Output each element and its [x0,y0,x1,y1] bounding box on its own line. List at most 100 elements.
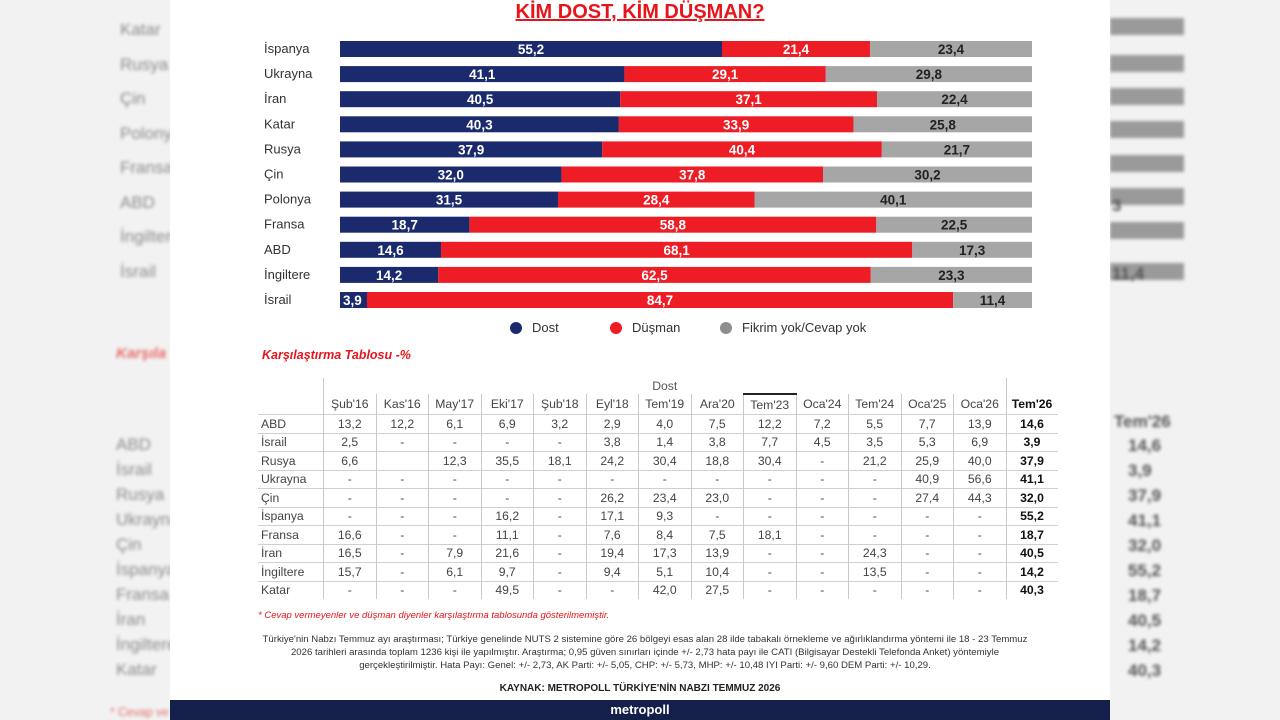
table-cell: - [953,543,1006,563]
table-cell: 15,7 [323,562,376,581]
blurred-bar [1110,188,1184,205]
table-cell: - [533,543,586,563]
table-cell: - [323,469,376,489]
table-row: İspanya - - -16,2-17,1 9,3- - - - - -55,2 [258,506,1058,526]
bar-category-label: İsrail [264,292,292,307]
table-cell: 9,7 [480,562,534,581]
methodology-text: Türkiye'nin Nabzı Temmuz ayı araştırması… [262,634,1028,671]
comparison-title: Karşılaştırma Tablosu -% [262,348,411,362]
table-cell: 40,0 [953,451,1006,470]
table-cell: 6,9 [480,414,534,433]
table-row-label: Ukrayna [258,469,324,489]
bar-category-label: Ukrayna [264,66,313,81]
bar-data-label: 33,9 [723,117,749,132]
table-cell: - [795,562,849,581]
table-cell: - [900,543,954,563]
table-cell: 12,2 [375,414,429,433]
table-cell: - [795,580,849,599]
table-column-header: Oca'26 [953,394,1006,415]
table-cell: 5,3 [900,432,954,452]
table-cell: - [743,562,796,581]
bar-data-label: 37,1 [735,92,762,107]
bar-category-label: Çin [264,167,284,182]
table-cell: - [375,432,429,452]
table-cell: 4,0 [638,414,691,433]
table-cell: - [953,506,1006,526]
table-cell: 32,0 [1005,488,1058,507]
bar-segment [438,266,871,283]
table-cell: 10,4 [690,562,744,581]
table-cell: 4,5 [795,432,849,452]
table-row-label: İsrail [258,432,324,452]
table-cell: - [428,525,481,544]
table-cell: 16,2 [480,506,534,526]
table-cell: 5,1 [638,562,691,581]
table-cell: 7,7 [743,432,796,452]
table-cell: 2,5 [323,432,376,452]
bar-category-label: Katar [264,116,296,131]
blurred-table-value: 18,7 [1128,586,1162,605]
bar-segment [853,116,1032,133]
blurred-bar [1110,88,1184,105]
blurred-table-value: 14,2 [1128,636,1162,655]
table-cell: 7,5 [690,525,744,544]
blurred-table-label: Rusya [116,485,165,504]
table-cell: - [953,525,1006,544]
blurred-table-value: 37,9 [1128,486,1162,505]
table-row-label: Çin [258,488,324,507]
blurred-table-label: İspanya [116,560,170,579]
bar-data-label: 40,3 [466,117,493,132]
table-cell: - [323,488,376,507]
table-cell: 55,2 [1005,506,1058,526]
table-cell: - [900,506,954,526]
legend-dot-dusman [610,321,622,334]
table-header-row: Şub'16 Kas'16 May'17 Eki'17 Şub'18 Eyl'18 Tem'… [258,393,1058,415]
table-cell: - [743,488,796,507]
bar-segment [620,91,877,108]
table-cell: 18,8 [690,451,744,470]
bar-data-label: 22,4 [941,92,968,107]
table-row: İngiltere 15,7-6,1 9,7-9,4 5,1 10,4- -13,5- -1… [258,562,1058,581]
table-cell: - [428,580,481,599]
footnote: * Cevap vermeyenler ve düşman diyenler k… [258,610,610,621]
table-cell: - [428,488,481,507]
table-cell: - [795,469,849,489]
table-column-header: Kas'16 [375,394,429,415]
table-cell: - [375,488,429,507]
bar-category-label: Rusya [264,141,302,156]
table-cell: 23,0 [690,488,744,507]
bar-data-label: 18,7 [392,218,418,233]
table-cell: 3,8 [585,432,639,452]
table-cell: - [533,488,586,507]
table-cell: 26,2 [585,488,639,507]
table-cell: 16,5 [323,543,376,563]
table-cell: - [533,562,586,581]
table-cell: 49,5 [480,580,534,599]
table-cell: - [848,525,901,544]
table-cell: 17,3 [638,543,691,563]
table-cell: 24,3 [848,543,901,563]
bar-segment [340,266,439,283]
bar-data-label: 29,8 [916,67,943,82]
infographic-panel: KİM DOST, KİM DÜŞMAN? İspanya 55,2 21,4 23,… [170,0,1110,720]
table-cell: - [953,580,1006,599]
bar-data-label: 31,5 [436,193,463,208]
table-row: ABD 13,2 12,2 6,1 6,9 3,2 2,9 4,0 7,5 12,2 7,2 5,5 7… [258,414,1058,433]
table-cell: - [375,506,429,526]
bar-segment [340,66,625,83]
table-cell: - [743,580,796,599]
table-cell: - [533,506,586,526]
blurred-table-value: 40,5 [1128,611,1162,630]
bar-data-label: 14,6 [377,243,404,258]
table-cell: 18,7 [1005,525,1058,544]
table-cell: 2,9 [585,414,639,433]
blurred-table-label: İran [116,610,146,629]
table-cell: - [690,469,744,489]
table-cell: - [848,506,901,526]
blurred-table-label: İsrail [116,460,152,479]
table-cell: - [795,488,849,507]
blurred-heading: Karşıla [116,345,167,362]
table-cell: - [953,562,1006,581]
table-cell: 3,5 [848,432,901,452]
table-cell: - [375,525,429,544]
